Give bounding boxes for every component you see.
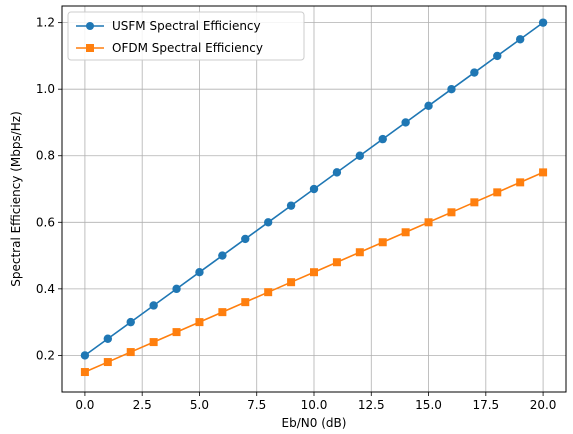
axis-ticks: 0.0 2.5 5.0 7.5 10.0 12.5 15.0 17.5 20.0 0.2 0.4 0.… — [36, 16, 557, 412]
x-axis-label: Eb/N0 (dB) — [282, 416, 347, 430]
legend-label-ofdm: OFDM Spectral Efficiency — [112, 41, 263, 55]
legend-marker-usfm-dot — [86, 22, 94, 30]
y-tick-label: 1.0 — [36, 82, 55, 96]
legend-box — [67, 11, 305, 61]
data-point — [103, 334, 113, 343]
data-point — [149, 338, 158, 347]
data-point — [126, 317, 135, 327]
data-point — [309, 184, 319, 194]
data-point — [332, 168, 342, 177]
x-tick-label: 17.5 — [472, 398, 499, 412]
data-point — [287, 278, 296, 287]
series-ofdm — [80, 168, 548, 377]
data-point — [195, 318, 204, 327]
x-tick-label: 20.0 — [530, 398, 557, 412]
y-tick-label: 0.2 — [36, 348, 55, 362]
data-point — [424, 101, 433, 111]
data-point — [149, 301, 158, 310]
data-point — [263, 218, 273, 227]
data-point — [493, 51, 502, 61]
data-point — [539, 168, 548, 177]
data-point — [332, 258, 341, 267]
x-tick-label: 15.0 — [415, 398, 442, 412]
data-point — [355, 248, 364, 257]
x-tick-label: 12.5 — [358, 398, 385, 412]
data-point — [126, 348, 135, 357]
data-point — [241, 298, 250, 307]
data-point — [218, 308, 227, 317]
data-point — [80, 351, 90, 360]
y-tick-label: 0.6 — [36, 215, 55, 229]
x-tick-label: 5.0 — [190, 398, 209, 412]
data-point — [470, 198, 479, 207]
data-point — [310, 268, 318, 277]
data-point — [264, 288, 273, 297]
data-point — [378, 134, 387, 144]
y-tick-label: 1.2 — [36, 16, 55, 30]
data-point — [355, 151, 365, 160]
data-point — [103, 358, 112, 367]
data-point — [80, 368, 89, 377]
data-point — [195, 268, 204, 277]
data-point — [424, 218, 433, 227]
plot-series — [80, 18, 548, 377]
data-point — [470, 68, 479, 77]
legend: USFM Spectral Efficiency OFDM Spectral E… — [67, 11, 305, 61]
x-tick-label: 2.5 — [133, 398, 152, 412]
data-point — [401, 118, 410, 127]
y-tick-label: 0.4 — [36, 282, 55, 296]
data-point — [172, 284, 181, 294]
data-point — [515, 35, 525, 44]
data-point — [447, 84, 456, 94]
series-usfm — [80, 18, 548, 360]
y-axis-label: Spectral Efficiency (Mbps/Hz) — [9, 111, 23, 287]
grid — [62, 6, 566, 392]
data-point — [378, 238, 387, 247]
data-point — [493, 188, 502, 197]
data-point — [401, 228, 410, 237]
data-point — [218, 251, 227, 260]
x-tick-label: 0.0 — [75, 398, 94, 412]
x-tick-label: 10.0 — [301, 398, 328, 412]
data-point — [447, 208, 456, 217]
data-point — [516, 178, 525, 187]
data-point — [241, 234, 250, 244]
data-point — [286, 201, 296, 210]
legend-label-usfm: USFM Spectral Efficiency — [112, 19, 261, 33]
legend-marker-ofdm-square — [86, 44, 94, 52]
x-tick-label: 7.5 — [247, 398, 266, 412]
data-point — [538, 18, 548, 27]
y-tick-label: 0.8 — [36, 149, 55, 163]
data-point — [172, 328, 181, 337]
